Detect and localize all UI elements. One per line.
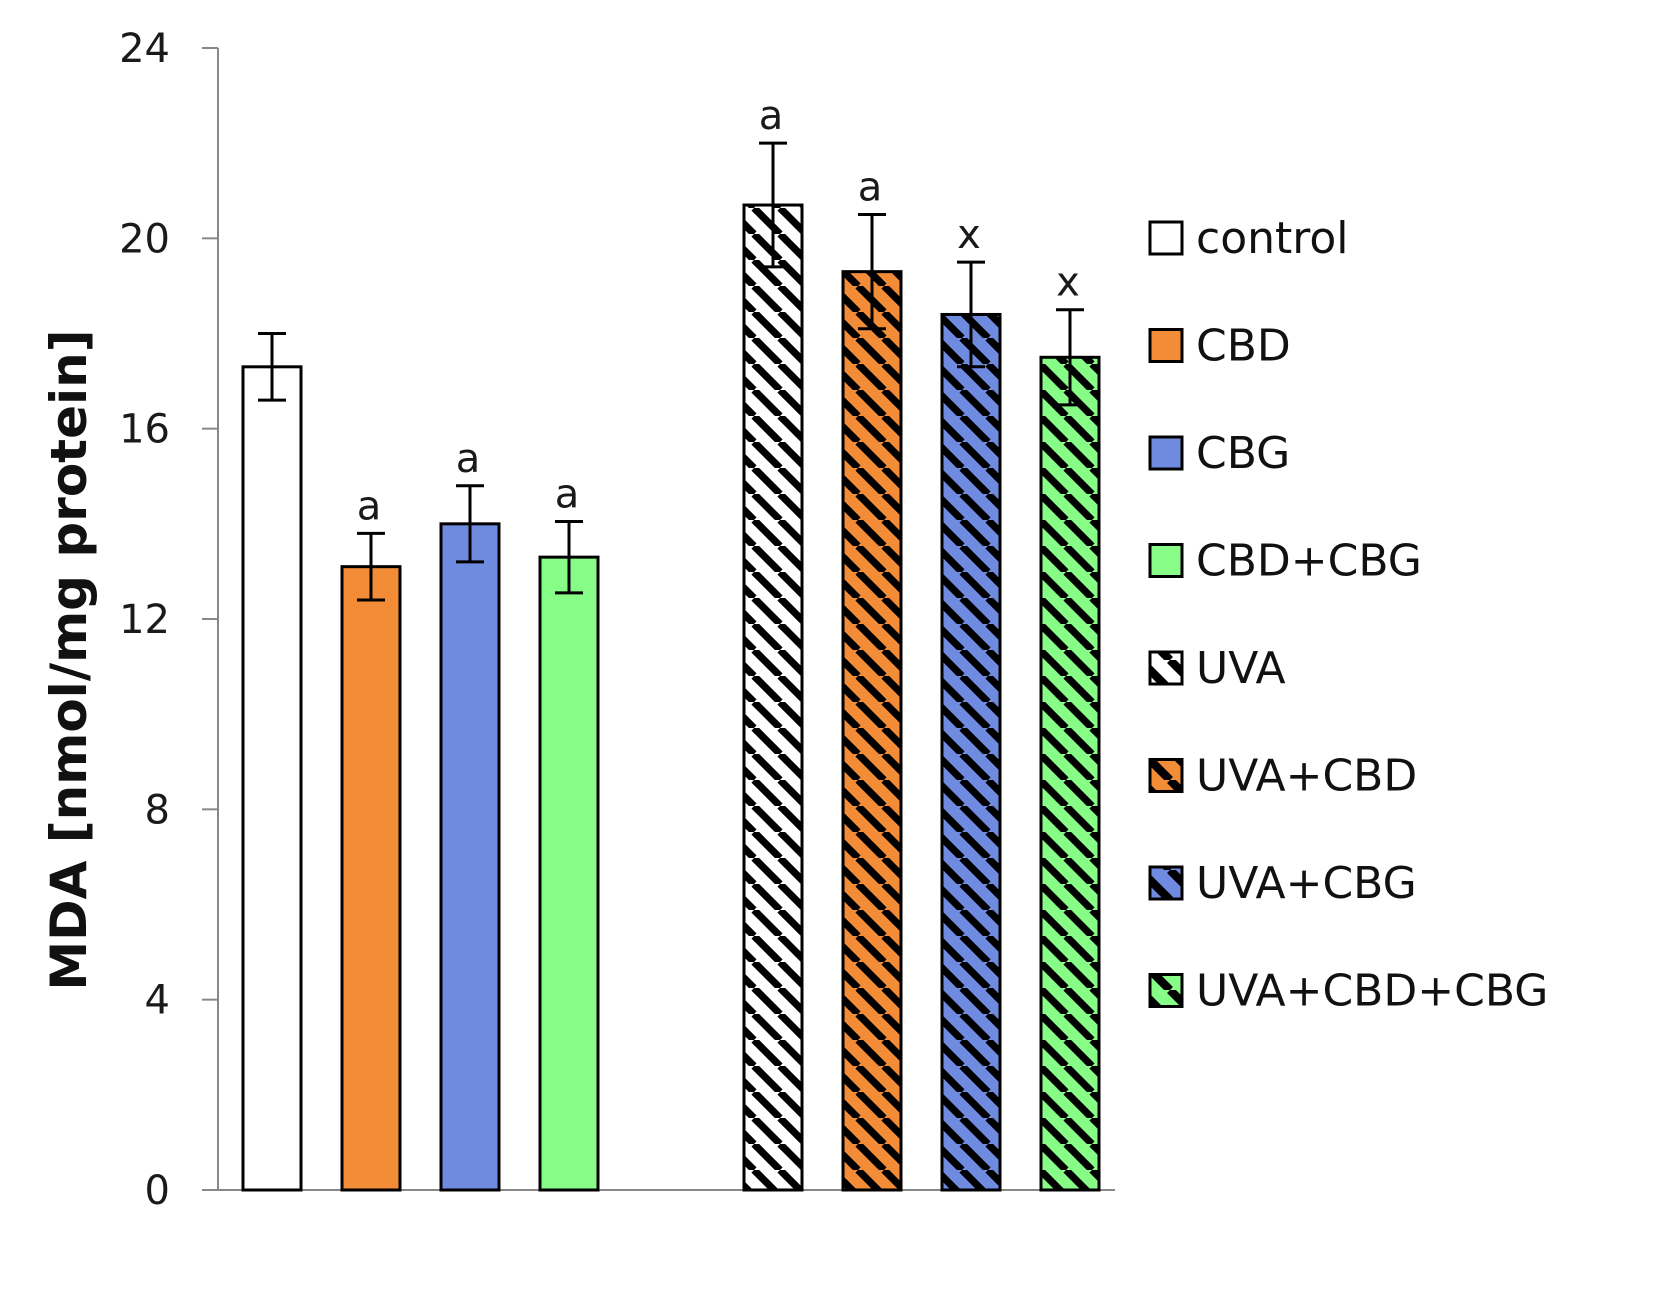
sig-label-uva-cbd: a [858,165,883,211]
y-tick-label: 4 [145,978,170,1024]
legend-label-cbg: CBG [1196,428,1290,479]
legend-swatch-uva [1148,650,1184,686]
error-bars [258,141,1084,602]
legend-swatch-uva-cbd-cbg [1148,973,1184,1008]
bar-cbg [439,522,501,1192]
bar-uva-cbd-cbg [1039,355,1101,1192]
y-tick-label: 24 [119,26,170,72]
bar-uva-cbd [841,270,903,1192]
legend-label-uva-cbd: UVA+CBD [1196,751,1417,802]
sig-label-cbg: a [456,436,481,482]
y-tick-label: 16 [119,407,170,453]
bar-uva [742,203,804,1192]
legend-swatch-uva-cbd [1148,758,1184,793]
legend-label-cbd-cbg: CBD+CBG [1196,536,1422,587]
legend: control CBD CBG CBD+CBG UVA UVA+CBD UVA+CBG UVA… [1148,213,1548,1017]
bar-cbd-cbg [538,555,600,1192]
y-axis-title: MDA [nmol/mg protein] [40,329,98,990]
sig-label-cbd-cbg: a [555,471,580,517]
legend-label-control: control [1196,213,1349,264]
bars [241,203,1101,1192]
sig-label-uva: a [759,93,784,139]
y-tick-label: 12 [119,597,170,643]
legend-label-uva-cbg: UVA+CBG [1196,858,1417,909]
legend-label-uva: UVA [1196,643,1286,694]
sig-label-cbd: a [357,483,382,529]
y-tick-label: 8 [145,787,170,833]
legend-swatch-control [1148,220,1184,256]
y-ticks: 0 4 8 12 16 20 24 [119,26,218,1214]
legend-swatch-uva-cbg [1148,865,1184,901]
legend-swatch-cbg [1148,435,1184,471]
legend-label-uva-cbd-cbg: UVA+CBD+CBG [1196,966,1548,1017]
sig-label-uva-cbd-cbg: x [1056,260,1080,306]
legend-swatch-cbd-cbg [1148,543,1184,578]
significance-labels: a a a a a x x [357,93,1080,529]
bar-control [241,365,303,1192]
legend-swatch-cbd [1148,328,1184,363]
y-tick-label: 20 [119,216,170,262]
y-tick-label: 0 [145,1168,170,1214]
legend-label-cbd: CBD [1196,321,1291,372]
sig-label-uva-cbg: x [957,212,981,258]
bar-uva-cbg [940,312,1002,1192]
bar-cbd [340,565,402,1192]
